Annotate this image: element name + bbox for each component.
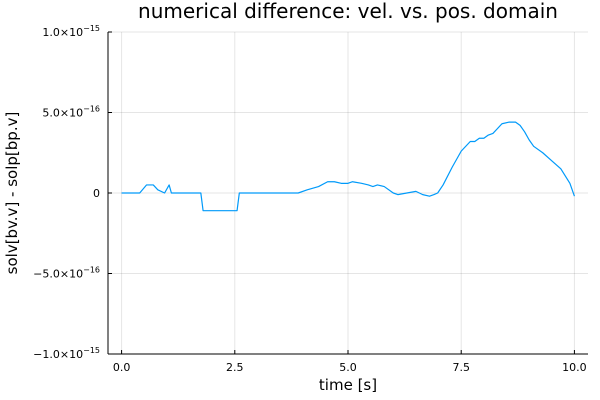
- x-tick-label: 2.5: [226, 361, 244, 374]
- x-tick-label: 5.0: [339, 361, 357, 374]
- x-ticks: 0.0 2.5 5.0 7.5 10.0: [113, 350, 587, 374]
- y-axis-label: solv[bv.v] - solp[bp.v]: [3, 112, 21, 275]
- y-tick-label: 0: [93, 187, 100, 200]
- x-axis-label: time [s]: [319, 376, 377, 394]
- y-tick-label: 5.0×10−16: [42, 105, 100, 120]
- y-ticks: −1.0×10−15 −5.0×10−16 0 5.0×10−16 1.0×10−15: [33, 24, 112, 361]
- y-tick-label: −5.0×10−16: [33, 266, 100, 281]
- y-tick-label: 1.0×10−15: [42, 24, 100, 39]
- chart-title: numerical difference: vel. vs. pos. doma…: [138, 0, 558, 23]
- series: [121, 121, 575, 212]
- series-line: [121, 121, 575, 212]
- y-tick-label: −1.0×10−15: [33, 346, 100, 361]
- x-tick-label: 7.5: [452, 361, 470, 374]
- x-tick-label: 0.0: [113, 361, 131, 374]
- x-tick-label: 10.0: [562, 361, 587, 374]
